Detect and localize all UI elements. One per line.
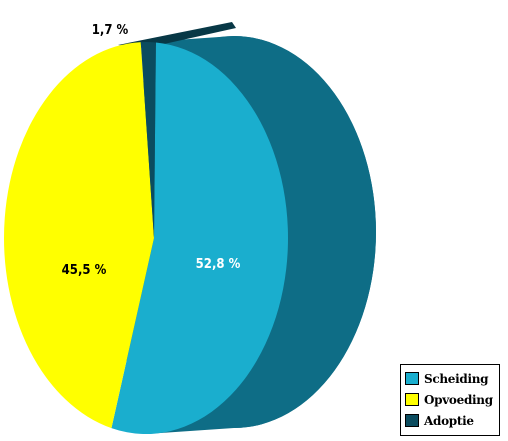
legend-item-adoptie: Adoptie [405, 410, 495, 431]
data-label-scheiding: 52,8 % [196, 257, 241, 272]
legend-swatch-opvoeding [405, 393, 419, 406]
legend-label-opvoeding: Opvoeding [424, 392, 493, 407]
legend-label-scheiding: Scheiding [424, 371, 489, 386]
legend-swatch-adoptie [405, 414, 419, 427]
pie-slice-scheiding [111, 42, 289, 435]
data-label-adoptie: 1,7 % [92, 23, 129, 38]
pie-slices [3, 41, 289, 435]
pie-top-edge [118, 22, 236, 48]
pie-slice-adoptie [140, 41, 156, 238]
pie-labels: 52,8 % 45,5 % 1,7 % [62, 23, 241, 278]
legend-label-adoptie: Adoptie [424, 413, 474, 428]
data-label-opvoeding: 45,5 % [62, 263, 107, 278]
legend-swatch-scheiding [405, 372, 419, 385]
legend-item-opvoeding: Opvoeding [405, 389, 495, 410]
pie-slice-opvoeding [3, 42, 155, 429]
legend-item-scheiding: Scheiding [405, 368, 495, 389]
chart-legend: Scheiding Opvoeding Adoptie [400, 364, 500, 436]
